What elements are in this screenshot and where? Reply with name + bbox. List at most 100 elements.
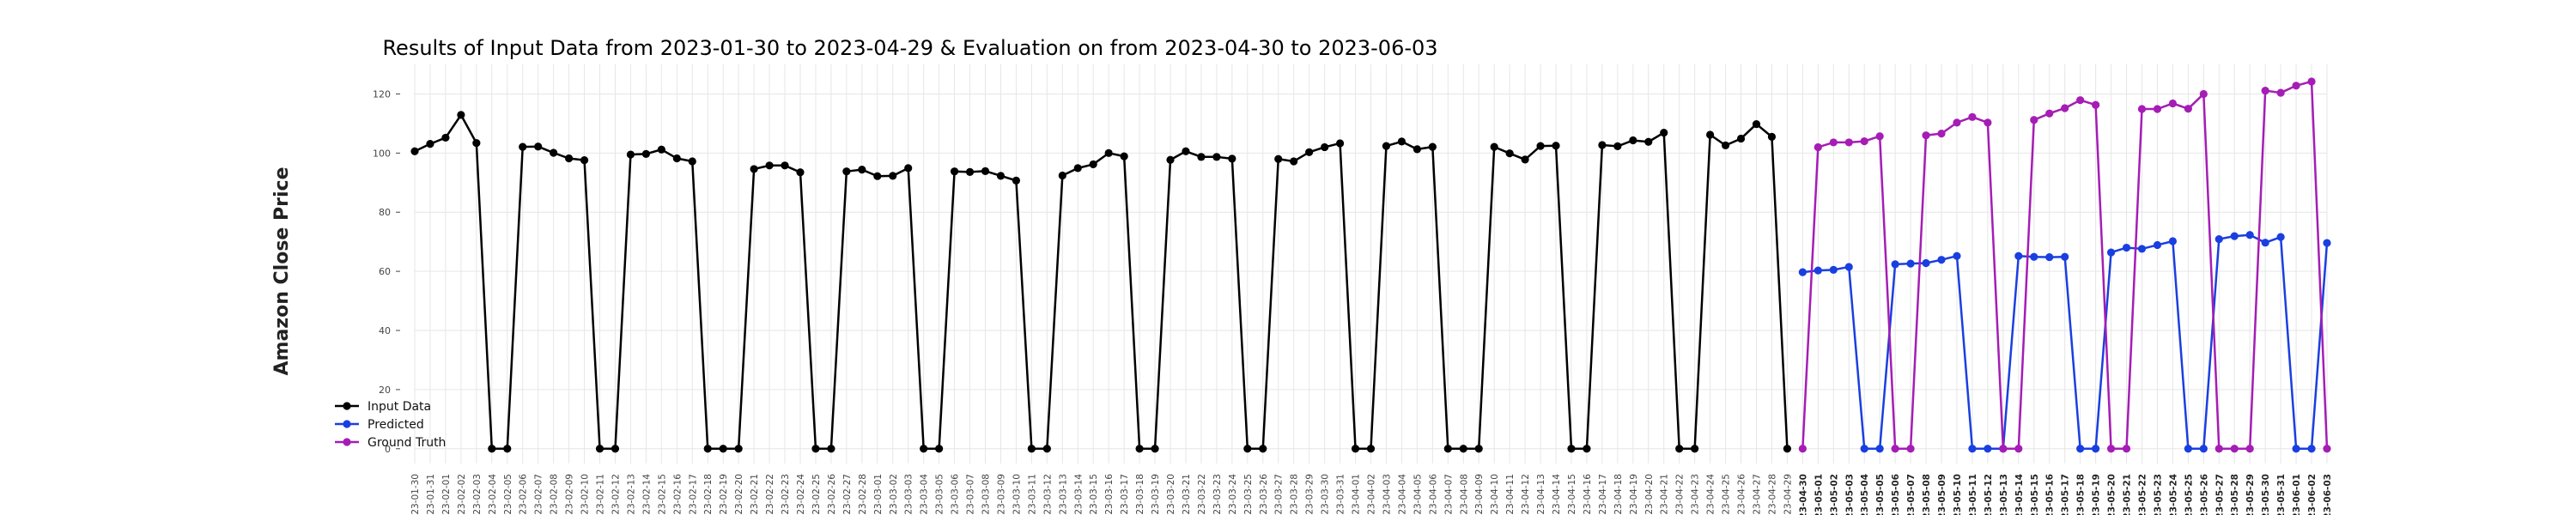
data-point-ground-truth xyxy=(1798,445,1807,453)
x-tick-label: 23-02-02 xyxy=(457,474,467,515)
x-tick-label: 23-02-21 xyxy=(750,474,760,515)
data-point-input-data xyxy=(1552,142,1560,150)
x-tick-label: 23-05-02 xyxy=(1829,474,1839,515)
data-point-ground-truth xyxy=(2061,104,2069,112)
data-point-predicted xyxy=(2261,239,2269,247)
data-point-input-data xyxy=(703,445,712,453)
x-tick-label: 23-03-16 xyxy=(1104,474,1115,515)
data-point-input-data xyxy=(1259,445,1267,453)
data-point-ground-truth xyxy=(1999,445,2008,453)
data-point-input-data xyxy=(1644,137,1653,146)
data-point-input-data xyxy=(1583,445,1591,453)
legend-label-ground-truth: Ground Truth xyxy=(368,436,446,450)
data-point-ground-truth xyxy=(2106,445,2116,453)
data-point-ground-truth xyxy=(2215,445,2223,453)
x-tick-label: 23-02-07 xyxy=(534,474,544,515)
y-tick-label: 80 xyxy=(379,207,391,218)
x-tick-label: 23-04-02 xyxy=(1367,474,1377,515)
x-tick-label: 23-05-24 xyxy=(2168,474,2178,515)
data-point-ground-truth xyxy=(1937,130,1946,138)
data-point-predicted xyxy=(1968,445,1977,453)
legend: Input Data Predicted Ground Truth xyxy=(335,400,446,450)
data-point-ground-truth xyxy=(1860,136,1868,146)
data-point-predicted xyxy=(1798,268,1807,276)
x-tick-label: 23-02-25 xyxy=(811,474,822,515)
x-tick-label: 23-05-26 xyxy=(2199,474,2209,515)
x-tick-label: 23-02-23 xyxy=(781,474,791,515)
data-point-predicted xyxy=(2153,240,2162,250)
data-point-input-data xyxy=(1752,119,1761,129)
data-point-input-data xyxy=(1397,137,1406,146)
x-tick-label: 23-05-27 xyxy=(2215,474,2225,515)
x-tick-label: 23-04-29 xyxy=(1783,474,1793,515)
data-point-ground-truth xyxy=(2045,109,2054,118)
legend-marker-input-data xyxy=(343,402,351,410)
x-tick-label: 23-02-05 xyxy=(503,474,513,515)
x-tick-label: 23-04-16 xyxy=(1583,474,1593,515)
data-point-input-data xyxy=(1521,155,1529,164)
x-tick-label: 23-02-10 xyxy=(580,474,591,515)
data-point-input-data xyxy=(426,140,434,148)
data-point-ground-truth xyxy=(2076,96,2085,105)
x-tick-label: 23-05-10 xyxy=(1953,474,1963,515)
data-point-predicted xyxy=(1922,258,1930,268)
x-tick-label: 23-05-15 xyxy=(2030,474,2040,515)
y-tick-label: 60 xyxy=(379,266,391,277)
data-point-input-data xyxy=(811,445,820,453)
data-point-input-data xyxy=(503,445,512,453)
data-point-predicted xyxy=(2045,252,2054,262)
data-point-predicted xyxy=(2276,233,2285,241)
data-point-input-data xyxy=(1613,142,1622,151)
data-point-ground-truth xyxy=(2153,105,2162,113)
legend-label-input-data: Input Data xyxy=(368,400,431,414)
data-point-input-data xyxy=(719,445,727,453)
data-point-input-data xyxy=(657,145,665,154)
x-tick-label: 23-05-31 xyxy=(2276,474,2287,515)
x-tick-label: 23-02-24 xyxy=(796,474,806,515)
x-tick-label: 23-03-28 xyxy=(1290,474,1300,515)
data-point-input-data xyxy=(1366,445,1376,453)
data-point-input-data xyxy=(1305,148,1314,156)
data-point-input-data xyxy=(1058,171,1066,180)
data-point-input-data xyxy=(1443,445,1452,453)
x-tick-label: 23-04-04 xyxy=(1397,474,1407,515)
data-point-ground-truth xyxy=(2245,445,2254,453)
data-point-input-data xyxy=(1721,141,1730,149)
data-point-ground-truth xyxy=(1953,118,1961,127)
data-point-input-data xyxy=(626,150,635,159)
x-tick-label: 23-02-22 xyxy=(765,474,775,515)
data-point-predicted xyxy=(2076,445,2085,453)
data-point-ground-truth xyxy=(2261,87,2269,95)
data-point-input-data xyxy=(410,147,419,155)
data-point-predicted xyxy=(1953,251,1961,260)
x-tick-label: 23-04-26 xyxy=(1737,474,1747,515)
data-point-input-data xyxy=(1474,445,1483,453)
x-tick-label: 23-05-01 xyxy=(1814,474,1824,515)
data-point-input-data xyxy=(1428,142,1437,151)
data-point-ground-truth xyxy=(1984,118,1992,127)
x-tick-label: 23-03-25 xyxy=(1243,474,1254,515)
y-axis-ticks: 0 20 40 60 80 100 120 xyxy=(373,88,400,455)
x-tick-label: 23-03-15 xyxy=(1089,474,1099,515)
data-point-ground-truth xyxy=(2137,105,2147,113)
x-tick-label: 23-03-14 xyxy=(1073,474,1084,515)
x-tick-label: 23-02-11 xyxy=(596,474,606,515)
data-point-input-data xyxy=(1351,445,1360,453)
data-point-predicted xyxy=(2292,445,2300,453)
data-point-predicted xyxy=(1829,265,1838,274)
data-point-predicted xyxy=(2215,234,2223,244)
data-point-input-data xyxy=(1135,445,1144,453)
data-point-input-data xyxy=(472,139,481,148)
x-tick-label: 23-06-01 xyxy=(2292,474,2302,515)
data-point-ground-truth xyxy=(1829,138,1838,147)
data-point-input-data xyxy=(1228,154,1236,163)
x-tick-label: 23-05-28 xyxy=(2230,474,2240,515)
data-point-input-data xyxy=(595,445,605,453)
y-tick-label: 100 xyxy=(373,148,391,159)
data-point-input-data xyxy=(1027,445,1036,453)
x-tick-label: 23-06-03 xyxy=(2323,474,2333,515)
x-tick-label: 23-05-19 xyxy=(2092,474,2102,515)
x-tick-label: 23-03-24 xyxy=(1228,474,1238,515)
data-point-input-data xyxy=(1042,445,1051,453)
x-tick-label: 23-02-06 xyxy=(519,474,529,515)
